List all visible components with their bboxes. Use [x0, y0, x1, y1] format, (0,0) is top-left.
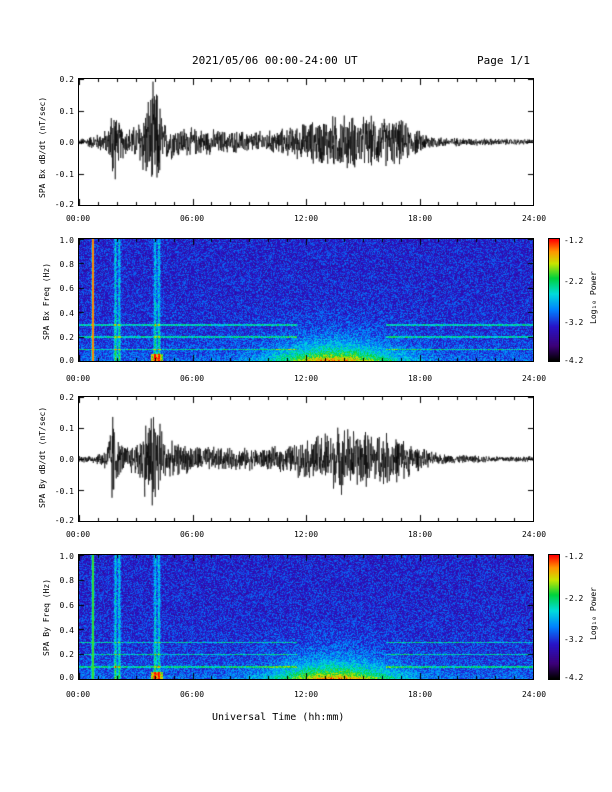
ytick-label: 0.2	[59, 75, 74, 84]
xtick-label: 24:00	[521, 374, 547, 383]
xtick-label: 12:00	[293, 690, 319, 699]
ylabel-by-freq: SPA By Freq (Hz)	[42, 578, 51, 656]
xtick-label: 24:00	[521, 530, 547, 539]
colorbar-tick: -4.2	[564, 673, 584, 682]
ytick-label: 0.4	[59, 309, 74, 318]
colorbar-label: Log₁₀ Power	[589, 271, 598, 324]
ytick-label: 0.1	[59, 107, 74, 116]
spectrogram-bx	[79, 239, 533, 361]
ytick-label: 0.6	[59, 601, 74, 610]
ytick-label: 0.2	[59, 393, 74, 402]
plot-area-by-spectrogram	[78, 554, 534, 680]
plot-title: 2021/05/06 00:00-24:00 UT	[192, 54, 358, 67]
xtick-label: 12:00	[293, 214, 319, 223]
x-axis-title: Universal Time (hh:mm)	[212, 712, 345, 723]
xtick-label: 06:00	[179, 214, 205, 223]
xtick-label: 24:00	[521, 214, 547, 223]
ytick-label: 0.8	[59, 576, 74, 585]
ytick-label: 0.0	[59, 356, 74, 365]
ytick-label: 0.0	[59, 455, 74, 464]
ytick-label: 0.0	[59, 673, 74, 682]
xtick-label: 00:00	[65, 530, 91, 539]
waveform-bx	[79, 79, 533, 205]
waveform-by	[79, 397, 533, 521]
plot-area-bx-dbdt	[78, 78, 534, 206]
ytick-label: 1.0	[59, 552, 74, 561]
xtick-label: 12:00	[293, 374, 319, 383]
xtick-label: 06:00	[179, 530, 205, 539]
ytick-label: -0.2	[54, 200, 74, 209]
colorbar-tick: -1.2	[564, 552, 584, 561]
xtick-label: 00:00	[65, 374, 91, 383]
xtick-label: 00:00	[65, 690, 91, 699]
colorbar-tick: -2.2	[564, 594, 584, 603]
page-indicator: Page 1/1	[477, 54, 530, 67]
colorbar-tick: -1.2	[564, 236, 584, 245]
colorbar-label: Log₁₀ Power	[589, 587, 598, 640]
ytick-label: -0.1	[54, 487, 74, 496]
plot-area-bx-spectrogram	[78, 238, 534, 362]
ytick-label: 0.1	[59, 424, 74, 433]
colorbar-tick: -3.2	[564, 318, 584, 327]
ytick-label: 0.6	[59, 284, 74, 293]
plot-area-by-dbdt	[78, 396, 534, 522]
xtick-label: 18:00	[407, 690, 433, 699]
xtick-label: 12:00	[293, 530, 319, 539]
colorbar-tick: -2.2	[564, 277, 584, 286]
ytick-label: -0.2	[54, 516, 74, 525]
xtick-label: 24:00	[521, 690, 547, 699]
colorbar-gradient	[548, 238, 560, 362]
colorbar-tick: -4.2	[564, 356, 584, 365]
ytick-label: 1.0	[59, 236, 74, 245]
xtick-label: 18:00	[407, 374, 433, 383]
xtick-label: 18:00	[407, 214, 433, 223]
colorbar-gradient	[548, 554, 560, 680]
ylabel-bx-freq: SPA Bx Freq (Hz)	[42, 262, 51, 340]
xtick-label: 00:00	[65, 214, 91, 223]
ytick-label: 0.2	[59, 650, 74, 659]
ytick-label: 0.4	[59, 626, 74, 635]
ytick-label: 0.8	[59, 260, 74, 269]
colorbar-tick: -3.2	[564, 635, 584, 644]
ytick-label: -0.1	[54, 170, 74, 179]
xtick-label: 18:00	[407, 530, 433, 539]
spectrogram-by	[79, 555, 533, 679]
xtick-label: 06:00	[179, 690, 205, 699]
ytick-label: 0.2	[59, 333, 74, 342]
xtick-label: 06:00	[179, 374, 205, 383]
ytick-label: 0.0	[59, 138, 74, 147]
